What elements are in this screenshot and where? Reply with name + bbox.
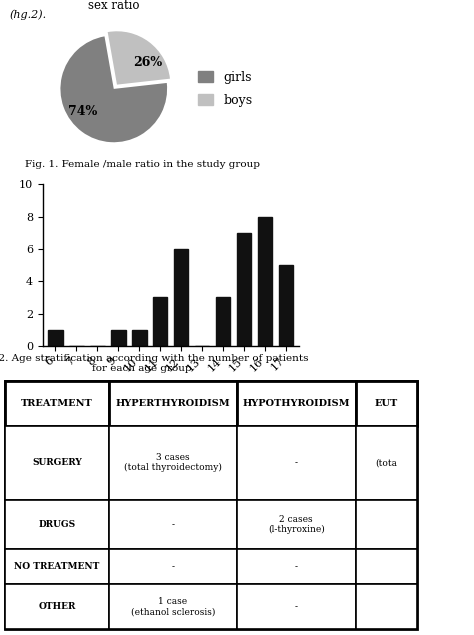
Text: OTHER: OTHER (38, 602, 75, 611)
Bar (174, 249, 189, 346)
Bar (237, 584, 356, 629)
Bar (109, 500, 237, 549)
Bar (111, 330, 126, 346)
Bar (109, 425, 237, 500)
Bar (109, 549, 237, 584)
Text: EUT: EUT (374, 399, 398, 408)
Bar (237, 549, 356, 584)
Text: Fig. 1. Female /male ratio in the study group: Fig. 1. Female /male ratio in the study … (25, 160, 260, 169)
Text: NO TREATMENT: NO TREATMENT (14, 562, 100, 572)
Text: (hg.2).: (hg.2). (9, 10, 46, 20)
Bar (237, 381, 356, 425)
Bar (356, 584, 417, 629)
Text: age: age (279, 408, 299, 418)
Text: -: - (172, 562, 174, 572)
Text: 3 cases
(total thyroidectomy): 3 cases (total thyroidectomy) (124, 453, 222, 472)
Text: -: - (172, 520, 174, 529)
Text: 26%: 26% (134, 56, 163, 69)
Bar (237, 425, 356, 500)
Bar (5, 549, 109, 584)
Bar (216, 297, 230, 346)
Text: 2 cases
(l-thyroxine): 2 cases (l-thyroxine) (268, 515, 325, 535)
Bar (237, 500, 356, 549)
Text: 74%: 74% (68, 105, 97, 117)
Bar (132, 330, 146, 346)
Bar (279, 265, 293, 346)
Text: Fig. 2. Age stratification according with the number of patients: Fig. 2. Age stratification according wit… (0, 354, 309, 363)
Legend: girls, boys: girls, boys (193, 66, 257, 112)
Bar (109, 584, 237, 629)
Text: SURGERY: SURGERY (32, 458, 82, 467)
Text: HYPERTHYROIDISM: HYPERTHYROIDISM (116, 399, 230, 408)
Bar (356, 425, 417, 500)
Text: 1 case
(ethanol sclerosis): 1 case (ethanol sclerosis) (131, 597, 215, 616)
Bar (109, 381, 237, 425)
Bar (258, 217, 273, 346)
Bar (48, 330, 63, 346)
Bar (356, 381, 417, 425)
Bar (5, 500, 109, 549)
Text: HYPOTHYROIDISM: HYPOTHYROIDISM (243, 399, 350, 408)
Bar (237, 233, 251, 346)
Bar (5, 381, 109, 425)
Bar (5, 381, 417, 629)
Text: -: - (295, 602, 298, 611)
Wedge shape (60, 36, 167, 142)
Bar (356, 549, 417, 584)
Text: (tota: (tota (375, 458, 397, 467)
Bar (5, 584, 109, 629)
Text: -: - (295, 458, 298, 467)
Text: TREATMENT: TREATMENT (21, 399, 93, 408)
Text: for each age group: for each age group (92, 364, 192, 373)
Bar (356, 500, 417, 549)
Bar (153, 297, 167, 346)
Wedge shape (108, 31, 170, 84)
Title: sex ratio: sex ratio (88, 0, 139, 12)
Bar (5, 425, 109, 500)
Text: DRUGS: DRUGS (38, 520, 75, 529)
Text: -: - (295, 562, 298, 572)
